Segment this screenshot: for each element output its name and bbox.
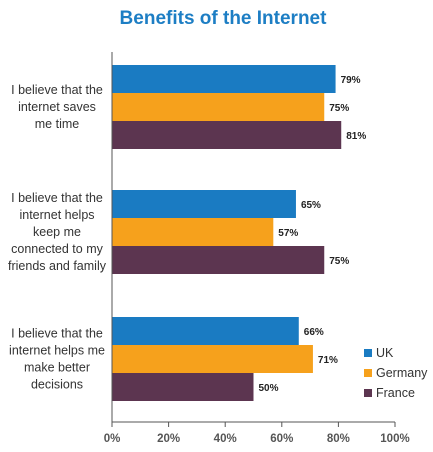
x-axis: 0% 20% 40% 60% 80% 100% xyxy=(104,52,410,445)
data-label: 57% xyxy=(278,228,298,239)
legend-swatch-france xyxy=(364,389,372,397)
legend-label-germany: Germany xyxy=(376,366,428,380)
data-label: 50% xyxy=(259,383,279,394)
bars xyxy=(112,65,342,401)
legend-label-france: France xyxy=(376,386,415,400)
category-label: I believe that the internet saves me time xyxy=(11,83,103,131)
bar-uk xyxy=(112,65,336,93)
x-tick-label: 60% xyxy=(270,433,293,445)
bar-uk xyxy=(112,190,296,218)
legend-label-uk: UK xyxy=(376,346,394,360)
data-labels: 79% 65% 66% 75% 57% 71% 81% 75% 50% xyxy=(259,75,367,394)
data-label: 75% xyxy=(329,103,349,114)
chart-title: Benefits of the Internet xyxy=(120,8,328,29)
x-tick-label: 0% xyxy=(104,433,121,445)
legend-swatch-germany xyxy=(364,369,372,377)
category-label: I believe that the internet helps keep me c… xyxy=(8,191,107,273)
legend-swatch-uk xyxy=(364,349,372,357)
bar-france xyxy=(112,121,342,149)
category-label: I believe that the internet helps me make … xyxy=(9,327,105,392)
bar-uk xyxy=(112,317,299,345)
legend: UK Germany France xyxy=(364,346,428,400)
x-tick-label: 20% xyxy=(157,433,180,445)
bar-germany xyxy=(112,93,325,121)
data-label: 71% xyxy=(318,355,338,366)
x-tick-label: 80% xyxy=(327,433,350,445)
data-label: 75% xyxy=(329,256,349,267)
data-label: 79% xyxy=(341,75,361,86)
data-label: 66% xyxy=(304,327,324,338)
bar-france xyxy=(112,373,254,401)
bar-france xyxy=(112,246,325,274)
x-tick-label: 40% xyxy=(214,433,237,445)
data-label: 65% xyxy=(301,200,321,211)
bar-germany xyxy=(112,345,313,373)
data-label: 81% xyxy=(346,131,366,142)
bar-germany xyxy=(112,218,274,246)
x-tick-label: 100% xyxy=(380,433,409,445)
category-labels: I believe that the internet saves me time I… xyxy=(8,83,107,392)
